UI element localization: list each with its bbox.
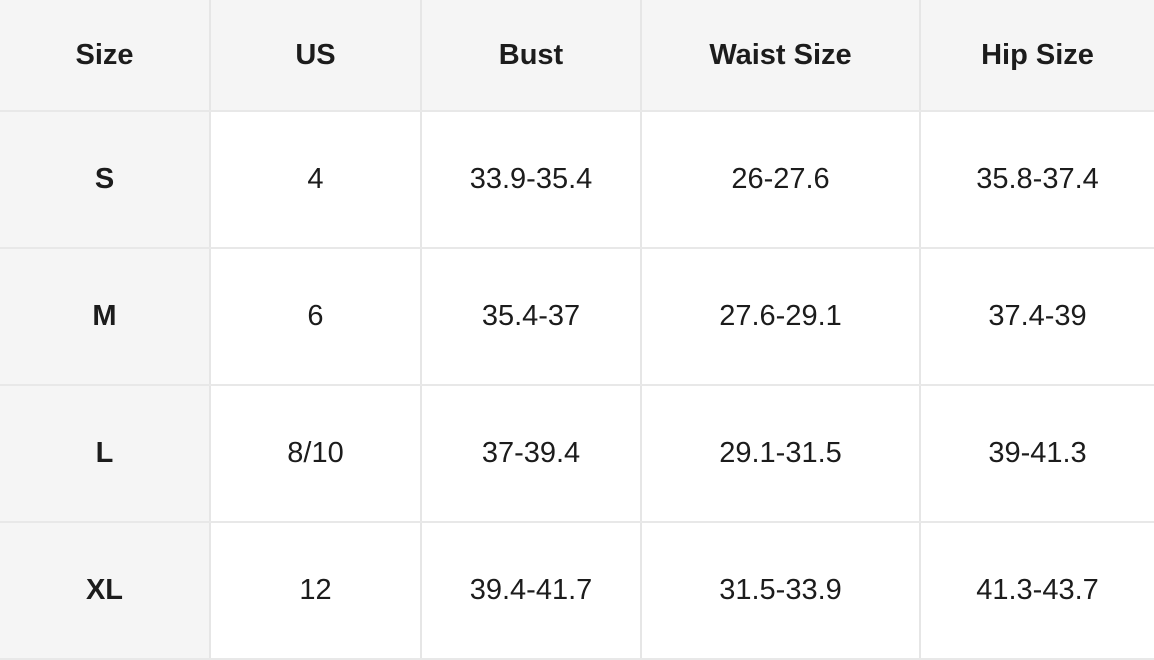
cell-us: 4 [210, 111, 422, 249]
cell-waist: 27.6-29.1 [641, 248, 921, 386]
cell-waist: 26-27.6 [641, 111, 921, 249]
cell-waist: 29.1-31.5 [641, 385, 921, 523]
column-header-us: US [210, 0, 422, 112]
table-row: S 4 33.9-35.4 26-27.6 35.8-37.4 [0, 111, 1154, 249]
column-header-hip: Hip Size [920, 0, 1154, 112]
cell-size: XL [0, 522, 211, 660]
cell-bust: 35.4-37 [421, 248, 642, 386]
cell-size: M [0, 248, 211, 386]
cell-us: 12 [210, 522, 422, 660]
table-header-row: Size US Bust Waist Size Hip Size [0, 0, 1154, 112]
cell-waist: 31.5-33.9 [641, 522, 921, 660]
cell-hip: 37.4-39 [920, 248, 1154, 386]
table-row: XL 12 39.4-41.7 31.5-33.9 41.3-43.7 [0, 522, 1154, 660]
table-body: S 4 33.9-35.4 26-27.6 35.8-37.4 M 6 35.4… [0, 111, 1154, 660]
cell-size: L [0, 385, 211, 523]
cell-us: 8/10 [210, 385, 422, 523]
column-header-size: Size [0, 0, 211, 112]
cell-size: S [0, 111, 211, 249]
cell-bust: 37-39.4 [421, 385, 642, 523]
cell-hip: 35.8-37.4 [920, 111, 1154, 249]
table-row: L 8/10 37-39.4 29.1-31.5 39-41.3 [0, 385, 1154, 523]
cell-hip: 41.3-43.7 [920, 522, 1154, 660]
cell-bust: 39.4-41.7 [421, 522, 642, 660]
cell-hip: 39-41.3 [920, 385, 1154, 523]
table-header: Size US Bust Waist Size Hip Size [0, 0, 1154, 112]
table-row: M 6 35.4-37 27.6-29.1 37.4-39 [0, 248, 1154, 386]
cell-us: 6 [210, 248, 422, 386]
cell-bust: 33.9-35.4 [421, 111, 642, 249]
column-header-waist: Waist Size [641, 0, 921, 112]
column-header-bust: Bust [421, 0, 642, 112]
